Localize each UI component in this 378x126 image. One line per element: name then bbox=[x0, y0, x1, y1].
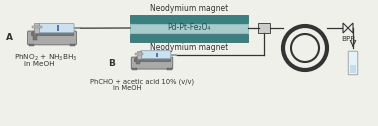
Text: Neodymium magnet: Neodymium magnet bbox=[150, 43, 228, 52]
Bar bbox=[34, 23, 39, 33]
Text: Neodymium magnet: Neodymium magnet bbox=[150, 4, 228, 13]
Bar bbox=[135, 53, 143, 55]
Bar bbox=[70, 44, 75, 46]
FancyBboxPatch shape bbox=[131, 57, 173, 69]
Bar bbox=[130, 14, 248, 23]
Text: A: A bbox=[6, 34, 13, 42]
FancyBboxPatch shape bbox=[140, 51, 171, 59]
Text: PhNO$_2$ + NH$_3$BH$_3$: PhNO$_2$ + NH$_3$BH$_3$ bbox=[14, 53, 78, 63]
Bar bbox=[29, 44, 34, 46]
Bar bbox=[31, 32, 73, 35]
Bar bbox=[134, 58, 170, 61]
Text: Pd-Pt-Fe₂O₄: Pd-Pt-Fe₂O₄ bbox=[167, 24, 211, 33]
Bar bbox=[130, 34, 248, 41]
Text: BPR: BPR bbox=[341, 36, 355, 42]
Bar bbox=[258, 23, 270, 33]
Circle shape bbox=[291, 34, 319, 62]
Bar bbox=[130, 24, 248, 33]
Bar bbox=[167, 68, 172, 70]
Bar bbox=[137, 51, 141, 59]
Bar bbox=[350, 65, 356, 73]
Bar bbox=[57, 25, 59, 31]
Text: B: B bbox=[108, 58, 115, 68]
Bar bbox=[33, 31, 37, 40]
FancyBboxPatch shape bbox=[39, 24, 74, 33]
Text: in MeOH: in MeOH bbox=[113, 85, 141, 91]
Bar bbox=[136, 57, 140, 65]
Bar bbox=[156, 53, 158, 57]
FancyBboxPatch shape bbox=[348, 51, 358, 75]
Text: in MeOH: in MeOH bbox=[24, 61, 54, 67]
Bar bbox=[32, 26, 42, 28]
Bar bbox=[132, 68, 136, 70]
Text: PhCHO + acetic acid 10% (v/v): PhCHO + acetic acid 10% (v/v) bbox=[90, 79, 194, 85]
FancyBboxPatch shape bbox=[28, 31, 76, 45]
